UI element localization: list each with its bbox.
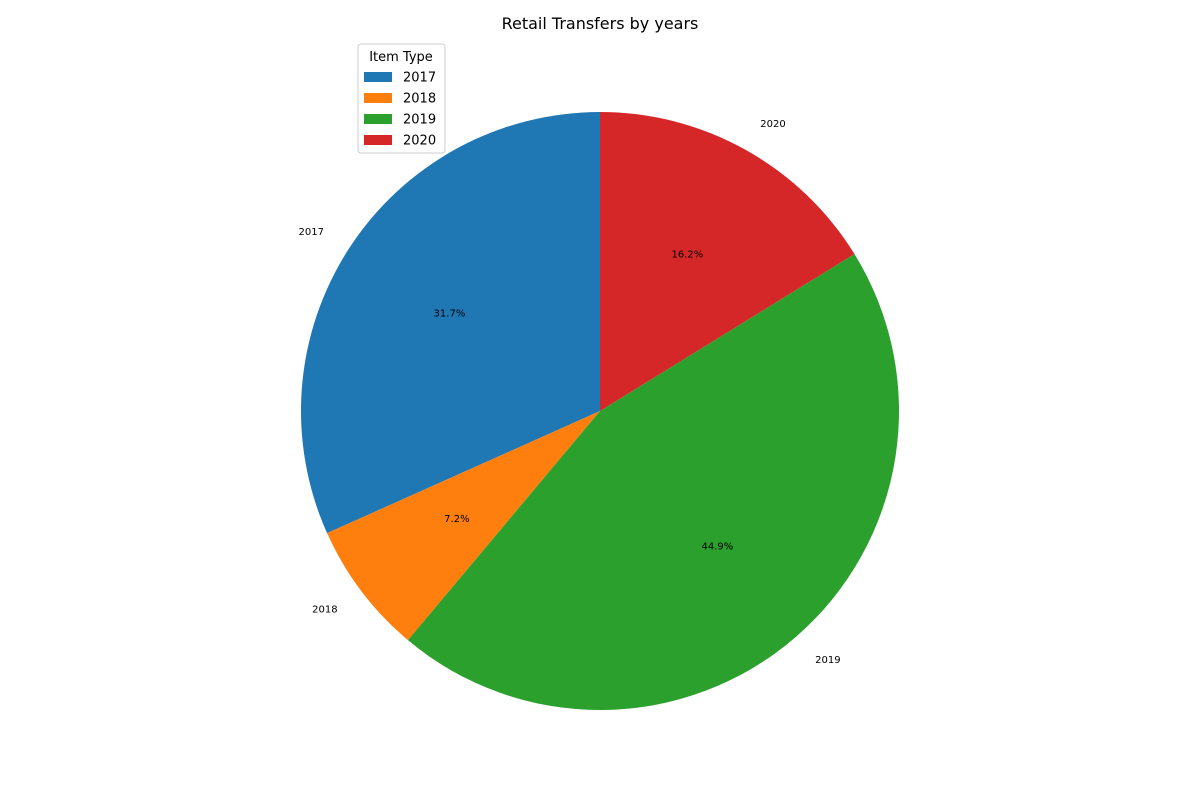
pie-slice-2018 xyxy=(327,411,600,641)
pie-slices xyxy=(301,112,900,710)
percent-label-2019: 44.9% xyxy=(701,542,733,553)
slice-label-2017: 2017 xyxy=(299,227,324,238)
chart-title: Retail Transfers by years xyxy=(502,14,699,33)
legend-label-2017: 2017 xyxy=(403,71,436,86)
legend-label-2019: 2019 xyxy=(403,113,436,128)
percent-label-2018: 7.2% xyxy=(444,514,469,525)
pie-labels: 2017 31.7% 2018 7.2% 2019 44.9% 2020 16.2% xyxy=(299,119,841,666)
slice-label-2020: 2020 xyxy=(760,119,785,130)
legend-swatch-2017 xyxy=(364,72,392,82)
pie-slice-2017 xyxy=(301,112,600,534)
pie-slice-2020 xyxy=(600,112,855,411)
percent-label-2020: 16.2% xyxy=(672,249,704,260)
legend-swatch-2019 xyxy=(364,114,392,124)
legend: Item Type 2017 2018 2019 2020 xyxy=(357,43,446,154)
legend-title: Item Type xyxy=(369,50,433,65)
legend-swatch-2020 xyxy=(364,135,392,145)
slice-label-2018: 2018 xyxy=(312,604,337,615)
percent-label-2017: 31.7% xyxy=(434,308,466,319)
slice-label-2019: 2019 xyxy=(815,655,840,666)
legend-label-2020: 2020 xyxy=(403,134,436,149)
legend-label-2018: 2018 xyxy=(403,92,436,107)
legend-frame xyxy=(357,43,446,154)
legend-swatch-2018 xyxy=(364,93,392,103)
pie-slice-2019 xyxy=(407,253,900,710)
